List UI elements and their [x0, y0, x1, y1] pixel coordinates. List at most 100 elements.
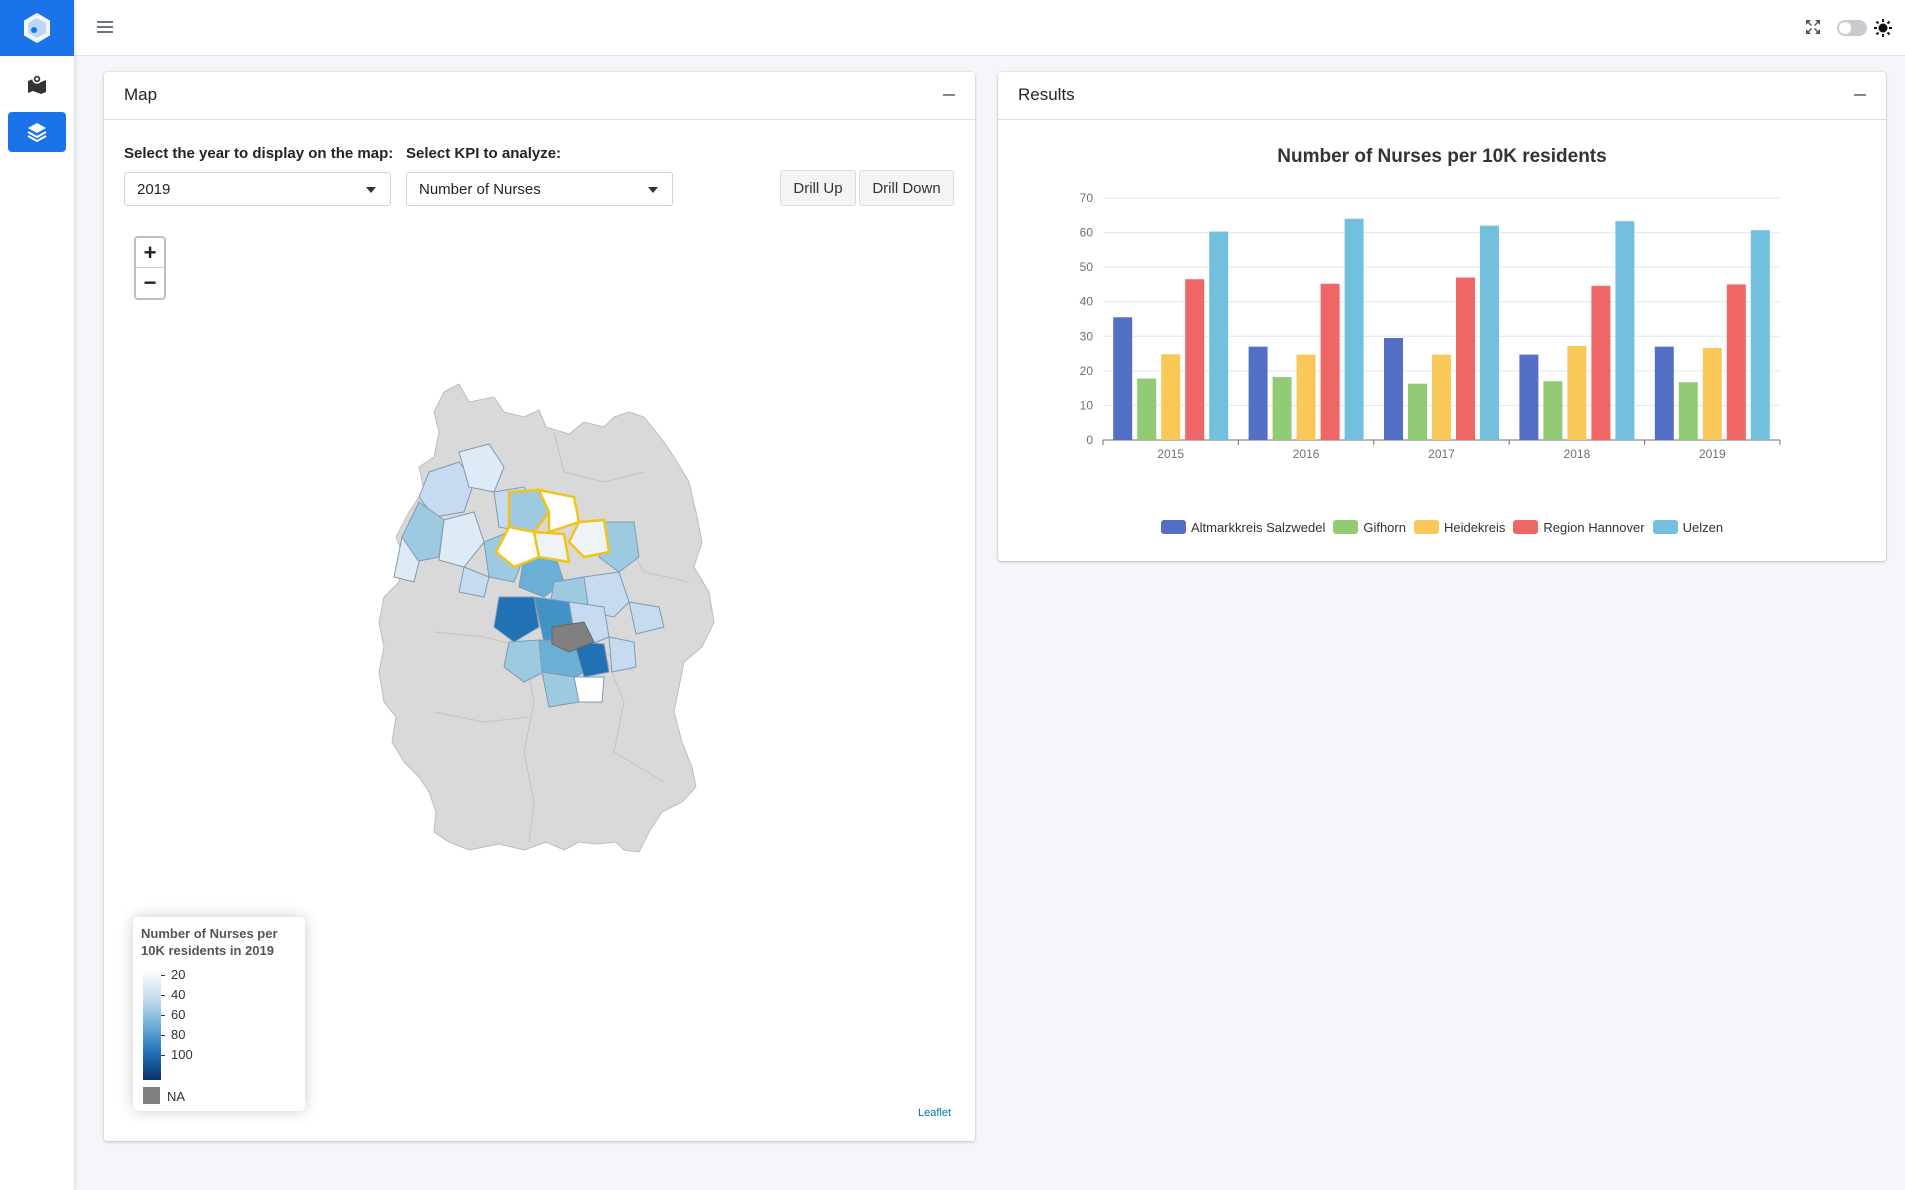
bar [1161, 354, 1181, 440]
bar [1113, 317, 1133, 440]
legend-label: Region Hannover [1543, 520, 1645, 535]
district [438, 511, 485, 568]
district [458, 443, 505, 493]
chevron-down-icon [366, 187, 376, 193]
map-card: Map Select the year to display on the ma… [104, 72, 975, 1141]
x-tick-label: 2015 [1157, 447, 1184, 461]
y-tick-label: 20 [1080, 364, 1094, 378]
drill-up-button[interactable]: Drill Up [780, 170, 856, 206]
top-navbar [74, 0, 1905, 56]
legend-item[interactable]: Heidekreis [1413, 520, 1505, 535]
results-card-title: Results [1018, 85, 1075, 104]
bar [1678, 382, 1698, 440]
bar [1615, 221, 1635, 440]
y-tick-label: 10 [1080, 398, 1094, 412]
bar [1591, 285, 1611, 440]
collapse-minus-icon[interactable] [1854, 94, 1866, 96]
legend-color-gradient [143, 972, 161, 1080]
legend-item[interactable]: Gifhorn [1333, 520, 1406, 535]
legend-tick: 20 [161, 967, 185, 982]
bar [1320, 283, 1340, 440]
district [573, 676, 605, 703]
sun-icon[interactable] [1873, 18, 1893, 38]
legend-swatch [1333, 520, 1359, 534]
legend-na-swatch [143, 1087, 160, 1104]
district-na [551, 621, 595, 653]
y-tick-label: 40 [1080, 295, 1094, 309]
legend-item[interactable]: Uelzen [1652, 520, 1724, 535]
map-marker-icon [28, 74, 46, 94]
legend-tick: 80 [161, 1027, 185, 1042]
district [541, 671, 580, 708]
y-tick-label: 50 [1080, 260, 1094, 274]
bar [1272, 377, 1292, 440]
drill-down-button[interactable]: Drill Down [859, 170, 954, 206]
dark-mode-toggle[interactable] [1837, 20, 1867, 36]
bar [1344, 218, 1364, 440]
results-card-header: Results [998, 72, 1886, 120]
highlight-district [567, 518, 611, 559]
district [393, 535, 420, 583]
y-tick-label: 70 [1080, 191, 1094, 205]
bar [1296, 354, 1316, 440]
legend-tick: 100 [161, 1047, 193, 1062]
bar [1209, 231, 1229, 440]
y-tick-label: 0 [1086, 433, 1093, 447]
legend-tick: 40 [161, 987, 185, 1002]
sidebar-item-layers[interactable] [8, 112, 66, 152]
legend-label: Uelzen [1682, 520, 1724, 535]
district [401, 501, 445, 563]
highlight-district [507, 488, 551, 534]
kpi-select-label: Select KPI to analyze: [406, 145, 562, 162]
bar-chart: 0 10 20 30 40 50 60 70 2015 2016 2017 2018 2019 [1080, 191, 1781, 461]
bar [1519, 354, 1539, 440]
district [608, 636, 637, 673]
sidebar-item-map[interactable] [8, 64, 66, 104]
legend-swatch [1513, 520, 1539, 534]
bar [1654, 346, 1674, 440]
legend-swatch [1413, 520, 1439, 534]
x-tick-label: 2017 [1428, 447, 1455, 461]
kpi-select-value: Number of Nurses [419, 181, 541, 198]
x-tick-label: 2018 [1564, 447, 1591, 461]
highlight-district [536, 488, 581, 534]
bar [1726, 284, 1746, 440]
legend-item[interactable]: Region Hannover [1513, 520, 1645, 535]
district [418, 461, 475, 518]
brand-logo[interactable] [0, 0, 74, 56]
bar [1432, 354, 1451, 440]
zoom-in-button[interactable]: + [136, 238, 164, 268]
y-tick-label: 60 [1080, 226, 1094, 240]
map-card-header: Map [104, 72, 975, 120]
leaflet-attribution-link[interactable]: Leaflet [917, 1107, 951, 1119]
chart-title: Number of Nurses per 10K residents [1277, 146, 1607, 167]
zoom-out-button[interactable]: − [143, 270, 157, 295]
legend-label: Altmarkkreis Salzwedel [1190, 520, 1326, 535]
chart-legend: Altmarkkreis Salzwedel Gifhorn Heidekreis R… [998, 520, 1886, 535]
bar [1702, 348, 1722, 440]
results-card: Results Number of Nurses per 10K residen… [998, 72, 1886, 561]
year-select-label: Select the year to display on the map: [124, 145, 394, 162]
highlight-district [494, 525, 541, 569]
year-select[interactable]: 2019 [124, 172, 391, 206]
collapse-minus-icon[interactable] [943, 94, 955, 96]
district [573, 641, 610, 678]
legend-title: Number of Nurses per 10K residents in 20… [141, 926, 278, 958]
bar [1456, 277, 1475, 440]
layers-icon [27, 123, 47, 143]
bar [1384, 338, 1403, 440]
legend-item[interactable]: Altmarkkreis Salzwedel [1160, 520, 1326, 535]
legend-tick: 60 [161, 1007, 185, 1022]
kpi-select[interactable]: Number of Nurses [406, 172, 673, 206]
district [493, 596, 540, 643]
legend-na-label: NA [167, 1089, 186, 1104]
legend-swatch [1652, 520, 1678, 534]
hamburger-menu-icon[interactable] [96, 18, 114, 36]
chevron-down-icon [648, 187, 658, 193]
legend-swatch [1160, 520, 1186, 534]
legend-label: Gifhorn [1363, 520, 1406, 535]
germany-choropleth-map[interactable] [284, 372, 754, 972]
year-select-value: 2019 [137, 181, 171, 198]
fullscreen-icon[interactable] [1804, 18, 1822, 36]
district [503, 639, 545, 683]
